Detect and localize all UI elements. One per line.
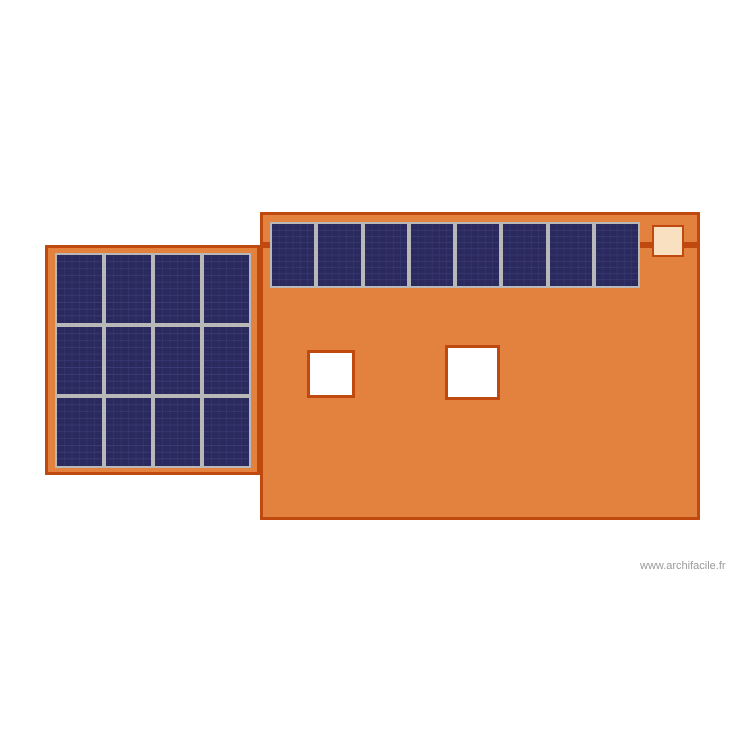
solar-panel xyxy=(363,222,409,288)
solar-panel xyxy=(55,253,104,325)
watermark: www.archifacile.fr xyxy=(640,560,726,572)
solar-panel xyxy=(153,325,202,397)
solar-panel xyxy=(202,396,251,468)
solar-panel xyxy=(104,325,153,397)
win-mid-center xyxy=(445,345,500,400)
solar-panel xyxy=(594,222,640,288)
win-mid-left xyxy=(307,350,355,398)
array-top-row xyxy=(270,222,640,288)
solar-panel xyxy=(202,253,251,325)
solar-panel xyxy=(548,222,594,288)
diagram-stage: www.archifacile.fr xyxy=(0,0,750,750)
solar-panel xyxy=(409,222,455,288)
solar-panel xyxy=(104,253,153,325)
solar-panel xyxy=(202,325,251,397)
solar-panel xyxy=(316,222,362,288)
solar-panel xyxy=(153,253,202,325)
solar-panel xyxy=(55,325,104,397)
solar-panel xyxy=(455,222,501,288)
solar-panel xyxy=(55,396,104,468)
solar-panel xyxy=(270,222,316,288)
win-small-top-right xyxy=(652,225,684,257)
solar-panel xyxy=(153,396,202,468)
array-left xyxy=(55,253,251,468)
solar-panel xyxy=(501,222,547,288)
solar-panel xyxy=(104,396,153,468)
